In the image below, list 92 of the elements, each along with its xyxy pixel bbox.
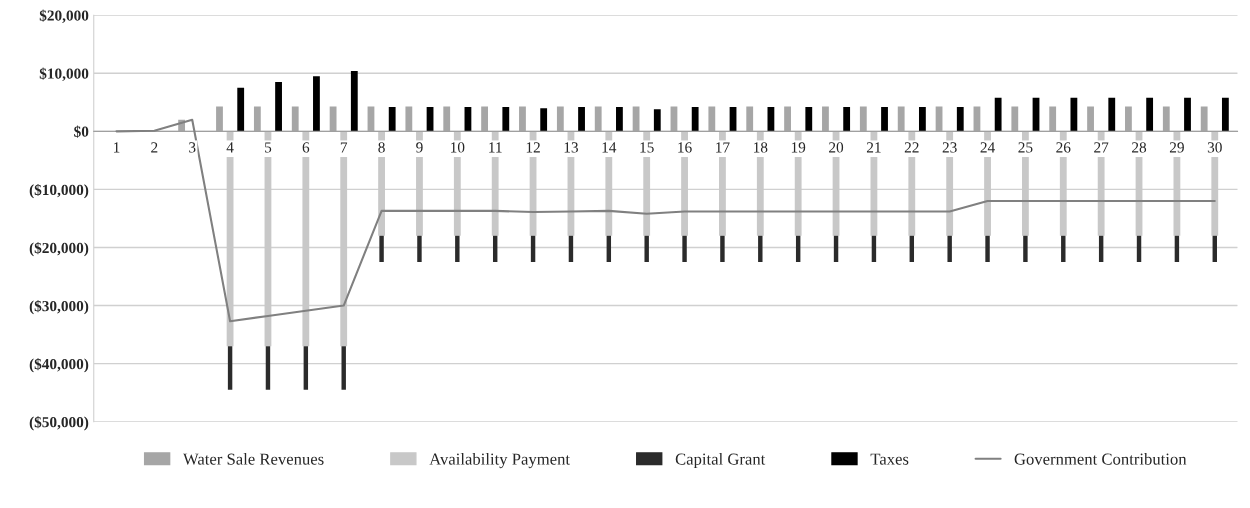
bar [843,106,851,132]
legend-label: Government Contribution [1014,453,1187,465]
legend-label: Availability Payment [429,453,570,469]
bar [881,106,888,132]
bar [350,70,358,132]
bar [1061,235,1066,262]
bar [303,346,309,390]
bar [227,346,233,390]
x-tick-label: 7 [340,142,348,153]
x-tick-label: 30 [1207,142,1222,153]
x-tick-label: 21 [866,142,881,153]
x-tick-label: 22 [904,142,919,153]
x-tick-label: 8 [378,142,385,153]
bar [691,106,699,132]
x-tick-label: 18 [754,142,768,153]
x-tick-label: 24 [980,142,995,153]
bar [1146,97,1154,132]
y-tick-label: $20,000 [39,9,89,23]
bar [1108,97,1116,132]
bar [237,87,245,132]
legend-label: Capital Grant [675,453,766,469]
x-tick-label: 9 [416,142,423,153]
bar [833,235,839,262]
x-tick-label: 23 [942,142,957,153]
bar [275,82,282,132]
bar [455,235,460,262]
bar [947,235,952,262]
bar [795,235,801,262]
x-tick-label: 19 [791,142,806,153]
bar [909,235,915,262]
bar [388,106,396,132]
bar [540,108,548,132]
bar [265,346,271,390]
bar [1212,235,1217,262]
y-tick-label: ($20,000) [29,241,89,257]
x-tick-label: 3 [189,142,196,153]
x-tick-label: 4 [226,142,234,153]
y-tick-label: ($40,000) [29,358,89,373]
bar [1221,97,1229,132]
y-tick-label: ($10,000) [29,183,89,199]
bar [653,109,661,132]
legend-label: Water Sale Revenues [182,453,324,465]
bar [1136,235,1142,262]
x-tick-label: 1 [114,142,120,153]
x-tick-label: 29 [1169,142,1184,153]
x-tick-label: 13 [564,142,578,153]
y-tick-label: $10,000 [39,67,89,81]
bar [1174,235,1180,262]
bar [1023,235,1028,262]
bar [313,76,320,132]
x-tick-label: 15 [640,142,654,153]
x-tick-label: 27 [1094,142,1109,153]
x-tick-label: 25 [1018,142,1033,153]
bar [568,235,574,262]
bar [379,235,384,262]
x-tick-label: 6 [302,142,310,153]
x-tick-label: 11 [489,142,502,153]
legend-label: Taxes [870,453,909,465]
bar [994,97,1002,132]
x-tick-label: 28 [1132,142,1147,153]
x-tick-label: 12 [526,142,540,153]
bar [606,235,612,262]
bar [417,235,422,262]
bar [644,235,649,262]
y-tick-label: ($30,000) [29,299,89,315]
bar [758,235,763,262]
x-tick-label: 5 [265,142,272,153]
bar [578,106,585,132]
x-tick-label: 17 [716,142,730,153]
x-tick-label: 26 [1056,142,1071,153]
bar [682,235,687,262]
bar [341,346,346,390]
y-tick-label: $0 [74,125,89,138]
bar [871,235,877,262]
x-tick-label: 20 [829,142,844,153]
bar [502,106,510,132]
x-tick-label: 14 [602,142,617,153]
bar [720,235,725,262]
bar [805,106,813,132]
y-tick-label: ($50,000) [29,416,89,431]
bar [985,235,990,262]
bar [616,106,623,132]
x-tick-label: 2 [151,142,158,153]
x-tick-label: 16 [678,142,692,153]
bar [918,106,926,132]
bar [1070,97,1078,132]
bar [956,106,964,132]
bar [492,235,498,262]
bar [1098,235,1104,262]
x-tick-label: 10 [451,142,465,153]
bar [530,235,536,262]
bar [1184,97,1191,132]
